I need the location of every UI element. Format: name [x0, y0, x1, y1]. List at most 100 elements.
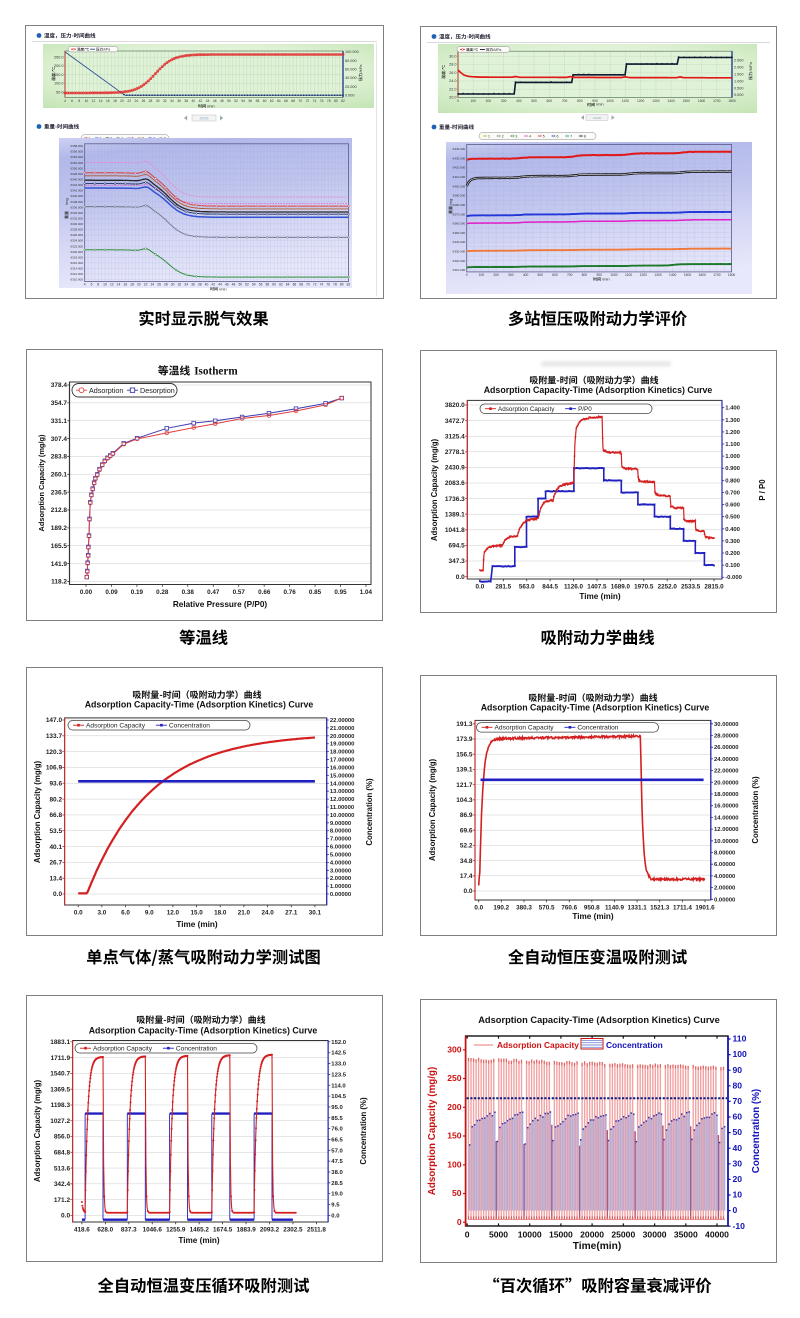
- svg-text:Concentration (%): Concentration (%): [365, 778, 374, 846]
- svg-text:1100: 1100: [625, 273, 632, 277]
- svg-text:52: 52: [245, 283, 249, 287]
- svg-text:300: 300: [447, 1044, 462, 1054]
- svg-text:P / P0: P / P0: [758, 479, 767, 501]
- svg-text:82: 82: [341, 99, 345, 103]
- svg-text:152.0: 152.0: [331, 1040, 346, 1046]
- svg-text:189.2: 189.2: [51, 525, 68, 532]
- svg-text:100: 100: [447, 1159, 462, 1169]
- svg-text:14.00000: 14.00000: [714, 815, 739, 821]
- svg-text:28.0: 28.0: [449, 63, 456, 67]
- svg-text:13.00000: 13.00000: [330, 789, 355, 795]
- svg-text:200.0: 200.0: [54, 64, 64, 68]
- svg-text:0: 0: [457, 1217, 462, 1227]
- svg-text:6310.000: 6310.000: [453, 268, 466, 272]
- svg-text:0.28: 0.28: [156, 589, 169, 596]
- svg-text:200: 200: [447, 1102, 462, 1112]
- svg-text:6342.000: 6342.000: [70, 189, 83, 193]
- svg-text:1331.1: 1331.1: [627, 905, 647, 912]
- svg-text:142.5: 142.5: [331, 1051, 346, 1057]
- svg-text:1540.7: 1540.7: [50, 1071, 70, 1078]
- svg-text:1046.6: 1046.6: [143, 1227, 163, 1234]
- svg-text:0: 0: [466, 273, 468, 277]
- svg-text:30.0: 30.0: [449, 54, 456, 58]
- svg-text:82: 82: [347, 283, 351, 287]
- svg-text:6440.000: 6440.000: [453, 147, 466, 151]
- svg-text:66: 66: [284, 99, 288, 103]
- svg-text:80.000: 80.000: [345, 59, 357, 63]
- svg-text:856.0: 856.0: [54, 1134, 71, 1141]
- svg-text:10.00000: 10.00000: [714, 839, 739, 845]
- svg-text:36: 36: [177, 99, 181, 103]
- svg-text:1027.2: 1027.2: [50, 1118, 70, 1125]
- svg-text:0.95: 0.95: [334, 589, 347, 596]
- svg-text:80.2: 80.2: [49, 796, 62, 803]
- svg-text:2302.5: 2302.5: [283, 1227, 303, 1234]
- svg-text:Adsorption Capacity: Adsorption Capacity: [497, 1040, 579, 1050]
- svg-text:6: 6: [91, 283, 93, 287]
- svg-text:1800: 1800: [728, 99, 736, 103]
- svg-text:1500: 1500: [684, 273, 692, 277]
- svg-text:10: 10: [103, 283, 107, 287]
- svg-text:64: 64: [277, 99, 281, 103]
- svg-text:4.00000: 4.00000: [330, 860, 352, 866]
- svg-text:38: 38: [184, 99, 188, 103]
- svg-text:0.85: 0.85: [309, 589, 322, 596]
- svg-text:1.000: 1.000: [734, 79, 744, 83]
- svg-text:28.5: 28.5: [331, 1181, 343, 1187]
- svg-text:/℃: /℃: [51, 66, 56, 72]
- svg-text:2093.2: 2093.2: [260, 1227, 280, 1234]
- svg-text:26.00000: 26.00000: [714, 745, 739, 751]
- svg-text:80: 80: [334, 99, 338, 103]
- svg-text:17.00000: 17.00000: [330, 758, 355, 764]
- svg-text:6: 6: [557, 135, 559, 139]
- svg-text:3.00000: 3.00000: [330, 868, 352, 874]
- svg-text:0.38: 0.38: [182, 589, 195, 596]
- svg-text:40.1: 40.1: [49, 844, 62, 851]
- svg-text:1126.0: 1126.0: [564, 584, 583, 591]
- svg-text:Time(min): Time(min): [573, 1241, 622, 1252]
- svg-text:53.5: 53.5: [49, 828, 62, 835]
- svg-text:70: 70: [298, 99, 302, 103]
- svg-text:16: 16: [106, 99, 110, 103]
- svg-text:0: 0: [465, 1230, 470, 1240]
- svg-text:30000: 30000: [643, 1230, 667, 1240]
- svg-text:191.3: 191.3: [456, 721, 473, 728]
- svg-text:1.04: 1.04: [360, 589, 373, 596]
- svg-text:Concentration: Concentration: [577, 724, 618, 731]
- svg-text:Adsorption Capacity (mg/g): Adsorption Capacity (mg/g): [427, 1067, 438, 1195]
- svg-text:6334.000: 6334.000: [70, 211, 83, 215]
- svg-text:150: 150: [447, 1131, 462, 1141]
- svg-text:4: 4: [84, 283, 86, 287]
- svg-text:6348.000: 6348.000: [70, 172, 83, 176]
- svg-text:1600: 1600: [699, 273, 707, 277]
- svg-text:6380.000: 6380.000: [453, 203, 466, 207]
- svg-text:570.5: 570.5: [539, 905, 555, 912]
- svg-text:Concentration: Concentration: [606, 1040, 663, 1050]
- svg-text:14: 14: [99, 99, 103, 103]
- svg-text:72: 72: [313, 283, 317, 287]
- svg-text:80: 80: [340, 283, 344, 287]
- svg-text:32: 32: [178, 283, 182, 287]
- svg-text:24: 24: [134, 99, 138, 103]
- svg-text:2.500: 2.500: [734, 59, 744, 63]
- svg-text:6324.000: 6324.000: [70, 239, 83, 243]
- svg-text:18: 18: [113, 99, 117, 103]
- svg-text:300: 300: [508, 273, 514, 277]
- svg-text:2533.5: 2533.5: [681, 584, 701, 591]
- svg-text:1407.5: 1407.5: [587, 584, 607, 591]
- svg-text:2815.0: 2815.0: [704, 584, 724, 591]
- svg-text:80: 80: [733, 1080, 743, 1090]
- svg-text:0.000: 0.000: [345, 94, 355, 98]
- svg-text:1736.3: 1736.3: [445, 496, 465, 503]
- svg-text:56: 56: [248, 99, 252, 103]
- svg-text:20000: 20000: [580, 1230, 604, 1240]
- svg-text:93.6: 93.6: [49, 781, 62, 788]
- svg-text:1: 1: [488, 135, 490, 139]
- svg-text:684.8: 684.8: [54, 1150, 71, 1157]
- svg-text:22: 22: [127, 99, 131, 103]
- svg-text:513.6: 513.6: [54, 1165, 71, 1172]
- svg-text:16: 16: [123, 283, 127, 287]
- svg-text:6344.000: 6344.000: [70, 183, 83, 187]
- svg-text:0.000: 0.000: [734, 93, 744, 97]
- svg-text:400: 400: [523, 273, 529, 277]
